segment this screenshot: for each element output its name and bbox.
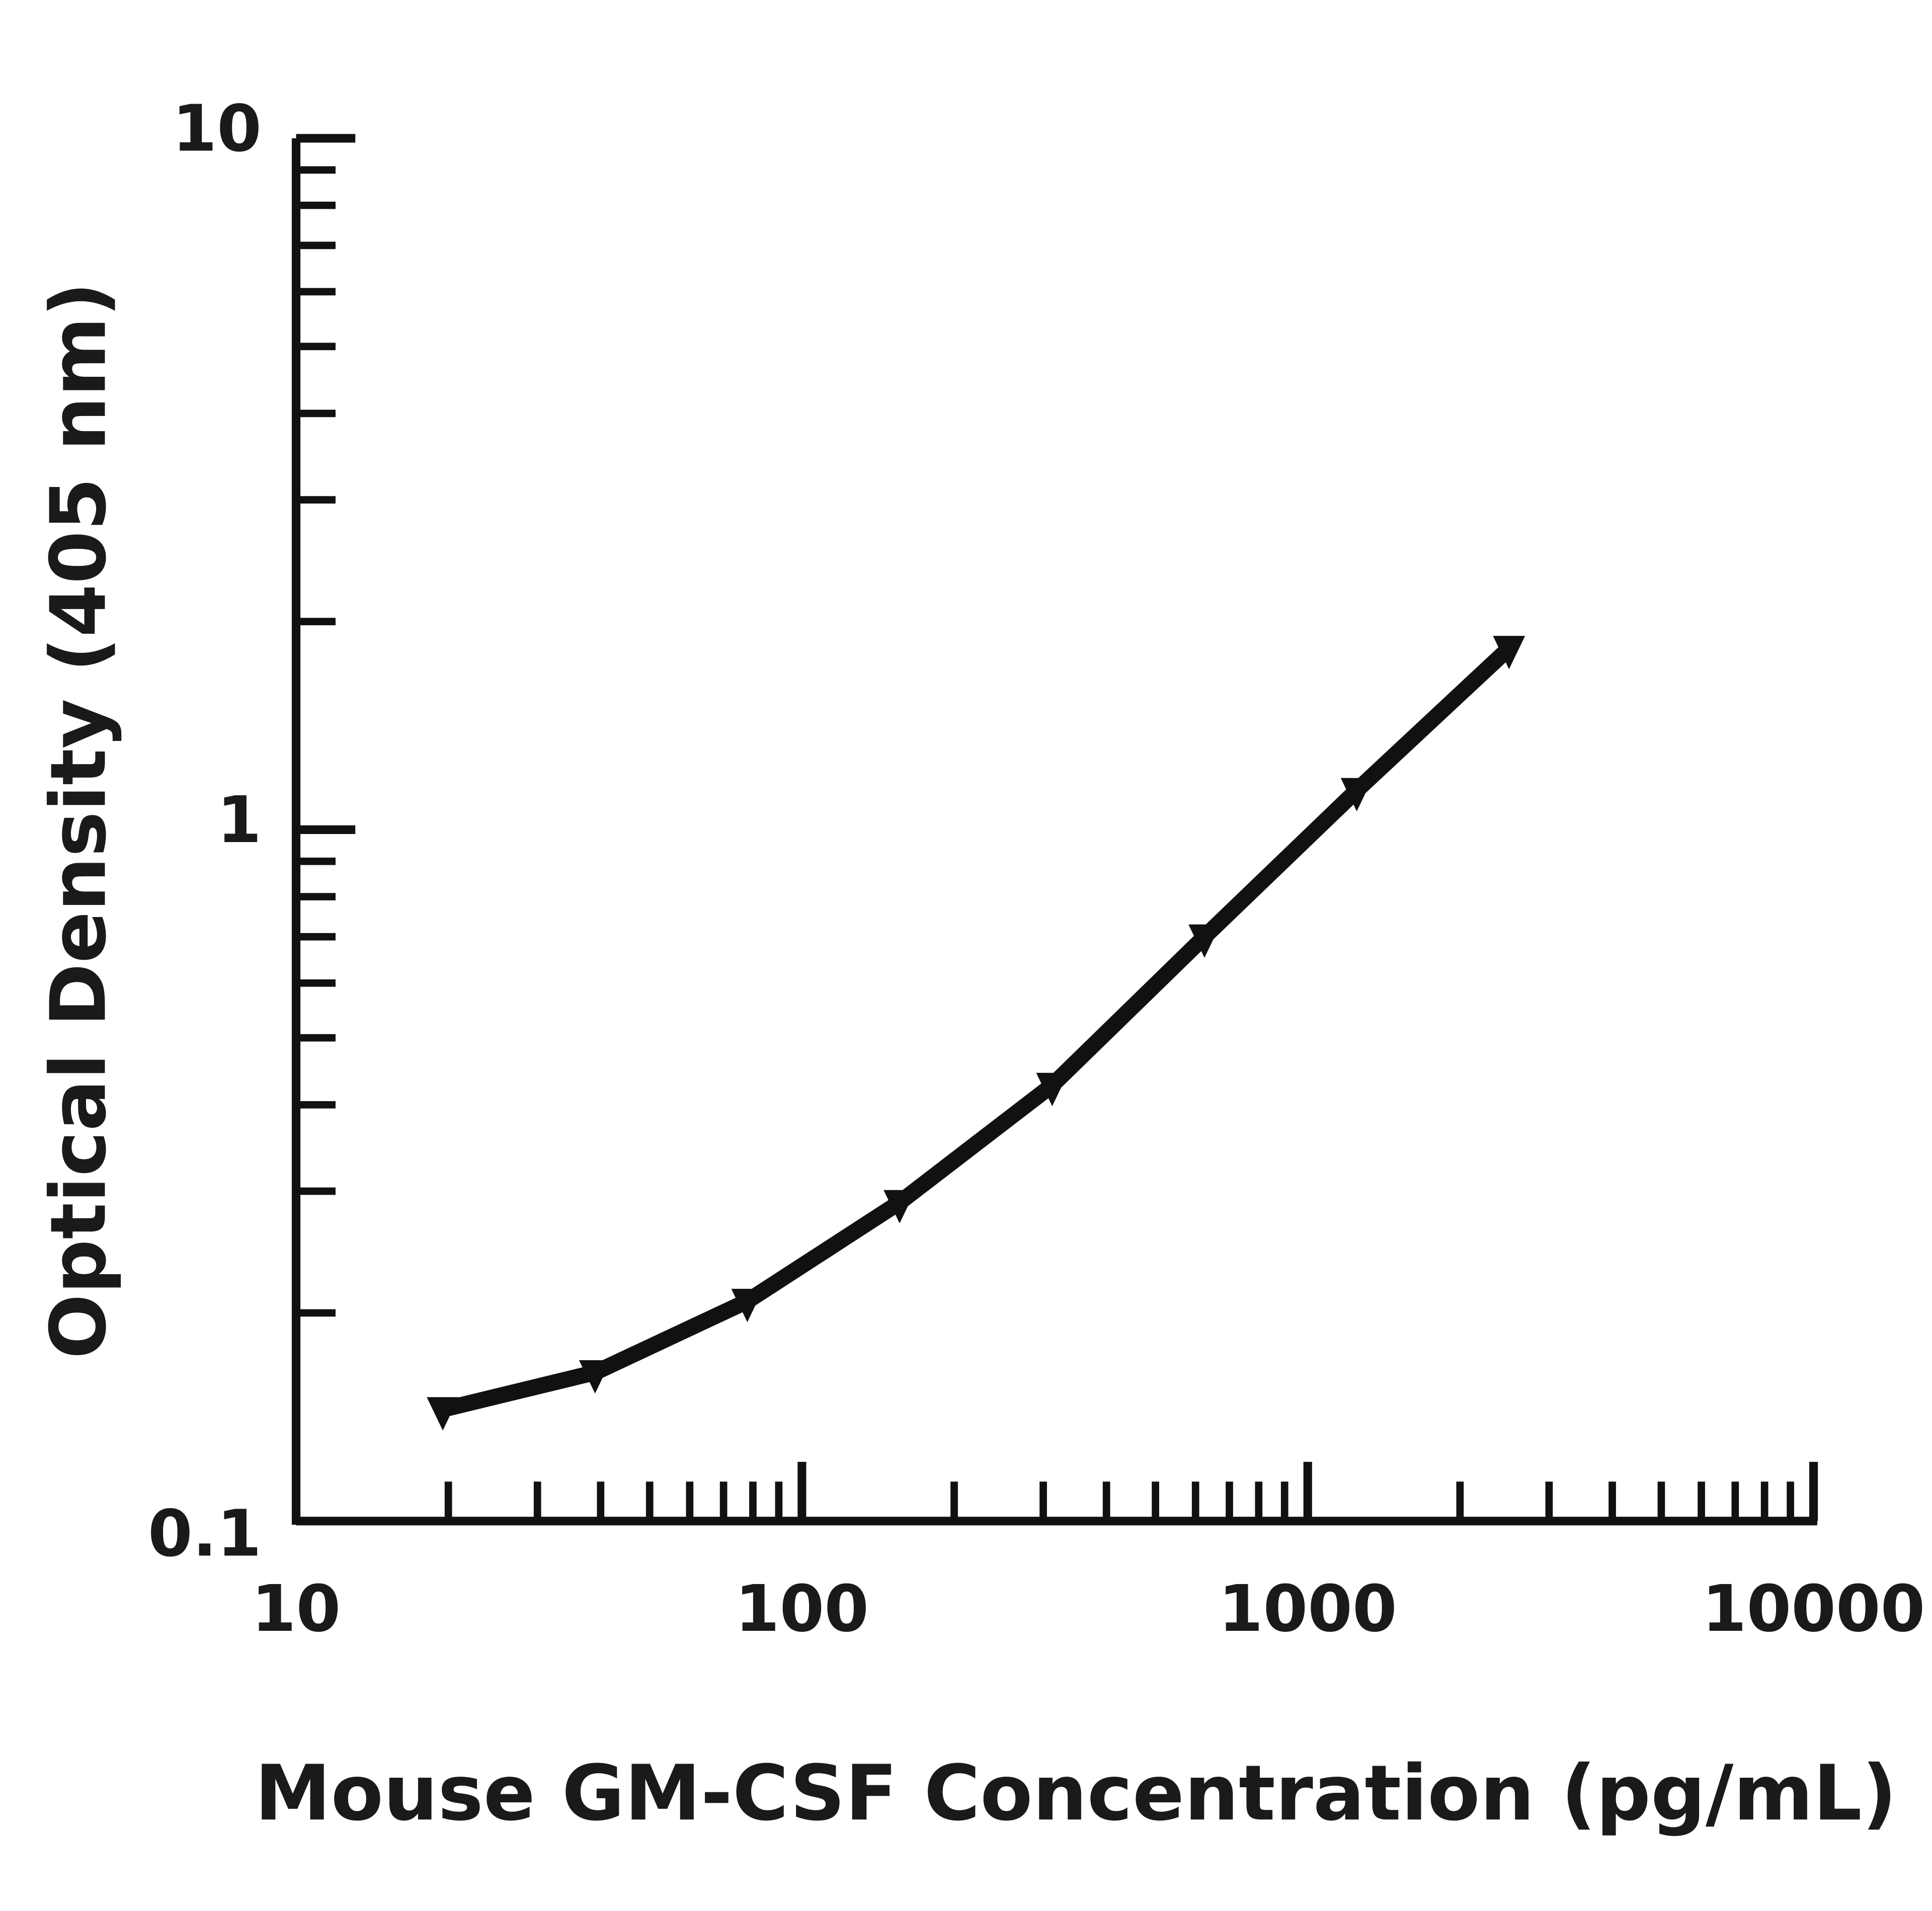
data-point [883,1190,916,1224]
data-point [1036,1072,1069,1107]
data-point [1188,924,1221,958]
x-tick-label: 1000 [1219,1572,1397,1646]
x-tick-label: 100 [735,1572,869,1646]
y-tick-label: 0.1 [148,1497,262,1571]
axes [291,134,1818,1526]
x-tick-label: 10000 [1702,1572,1925,1646]
y-tick-label: 1 [217,783,262,858]
data-point [731,1289,764,1322]
x-tick-label: 10 [252,1572,341,1646]
y-tick-label: 10 [172,92,261,167]
tick-labels: 10 100 1000 10000 0.1 1 10 [148,92,1925,1647]
series-line [441,642,1515,1418]
data-point [579,1360,611,1394]
series [427,636,1525,1431]
y-axis-label: Optical Density (405 nm) [34,282,123,1359]
data-point [1493,636,1525,670]
data-point [1340,778,1373,811]
x-axis-label: Mouse GM-CSF Concentration (pg/mL) [255,1749,1897,1838]
data-point [427,1397,459,1431]
